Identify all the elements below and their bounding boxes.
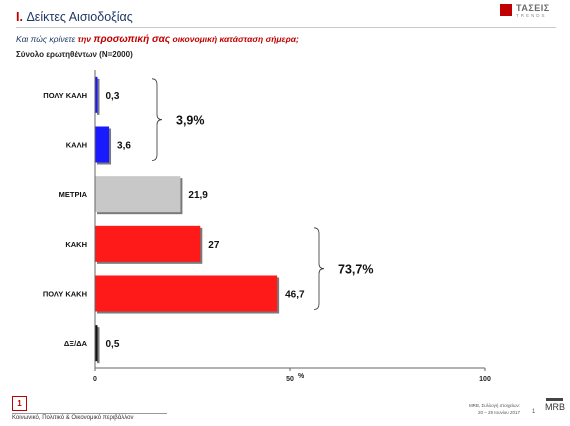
category-label: ΜΕΤΡΙΑ [59,190,88,199]
value-label: 0,5 [106,339,120,350]
survey-question: Και πώς κρίνετε την προσωπική σας οικονο… [16,34,299,45]
survey-dates: MRB, Συλλογή στοιχείων: 20 – 29 Ιουνίου … [440,402,520,416]
group-brace [151,78,163,161]
category-label: ΚΑΚΗ [65,240,87,249]
mrb-logo: MRB [545,402,565,412]
group-total-label: 73,7% [338,263,373,277]
value-label: 3,6 [117,141,131,152]
bar-4 [95,225,201,262]
footer-divider [12,413,167,414]
section-title: Δείκτες Αισιοδοξίας [26,10,133,24]
footer-page-box: 1 [12,396,27,411]
value-label: 21,9 [188,190,208,201]
bar-1 [95,76,98,113]
value-label: 0,3 [106,91,120,102]
bar-2 [95,126,110,163]
question-suffix: οικονομική κατάσταση σήμερα; [172,34,299,44]
category-label: ΠΟΛΥ ΚΑΛΗ [43,91,87,100]
bar-6 [95,325,98,362]
sample-base: Σύνολο ερωτηθέντων (N=2000) [16,50,133,59]
bar-shadow [97,78,100,115]
question-the: την [77,34,92,44]
category-label: ΔΞ/ΔΑ [64,339,88,348]
page-number: 1 [532,409,536,415]
header-divider [16,27,556,28]
group-brace [313,227,325,310]
survey-line-2: 20 – 29 Ιουνίου 2017 [478,410,520,415]
value-label: 46,7 [285,290,305,301]
value-label: 27 [208,240,220,251]
category-label: ΠΟΛΥ ΚΑΚΗ [43,290,87,299]
page-title: I. Δείκτες Αισιοδοξίας [16,10,133,24]
mrb-logo-icon [546,398,563,401]
group-total-label: 3,9% [176,114,205,128]
section-number: I. [16,10,23,24]
x-tick-label: 50 [286,376,294,383]
x-unit-label: % [298,373,305,380]
logo-subtitle: TRENDS [516,13,547,18]
x-tick-label: 100 [479,376,491,383]
x-tick-label: 0 [93,376,97,383]
question-emphasis: προσωπική σας [93,34,171,45]
taseis-logo: ΤΑΣΕΙΣ TRENDS [500,3,558,20]
footer-text: Κοινωνικό, Πολιτικό & Οικονομικό περιβάλ… [12,415,134,421]
logo-mark-icon [500,4,512,16]
survey-line-1: MRB, Συλλογή στοιχείων: [468,403,520,408]
bar-5 [95,275,278,312]
logo-name: ΤΑΣΕΙΣ [516,3,550,13]
question-prefix: Και πώς κρίνετε [16,34,76,44]
bar-3 [95,176,181,213]
bar-shadow [97,327,100,364]
category-label: ΚΑΛΗ [66,141,87,150]
